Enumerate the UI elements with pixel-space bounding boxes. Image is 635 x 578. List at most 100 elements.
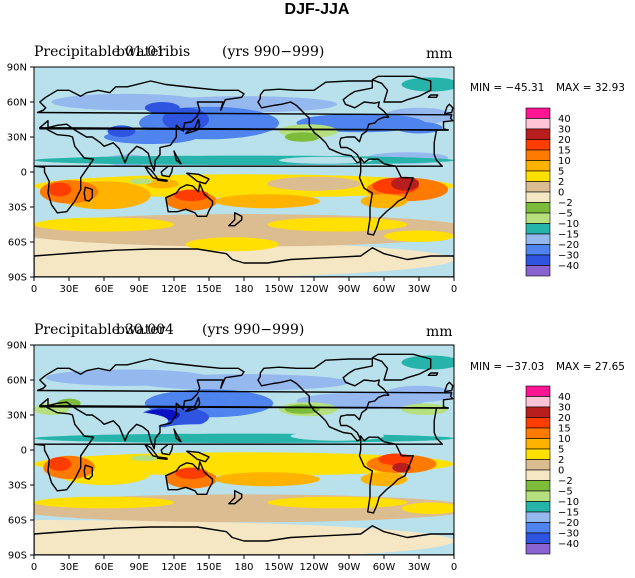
contour-region-17 — [162, 424, 233, 434]
colorbar-label: 10 — [558, 434, 571, 445]
x-tick-label: 60E — [94, 562, 113, 573]
panel-1-xaxis: 0 30E 60E 90E 120E 150E 180 150W 120W 90W 60W 30W 0 — [31, 277, 457, 295]
colorbar-box — [525, 265, 551, 277]
colorbar-box — [525, 501, 551, 513]
y-tick-label: 0 — [21, 446, 27, 457]
colorbar-box — [525, 202, 551, 214]
colorbar-label: −2 — [558, 198, 573, 209]
colorbar-box — [525, 543, 551, 555]
coastline-0 — [34, 406, 449, 492]
contour-region-2 — [45, 369, 209, 386]
panel-2: Precipitable water b30.004 (yrs 990−999)… — [7, 322, 625, 573]
contour-region-14 — [107, 125, 136, 137]
x-tick-label: 30W — [408, 562, 431, 573]
x-tick-label: 0 — [451, 562, 457, 573]
colorbar-label: 0 — [558, 188, 564, 199]
colorbar-label: −20 — [558, 240, 579, 251]
colorbar-label: −5 — [558, 209, 573, 220]
panel-2-coastlines — [34, 353, 454, 555]
panel-2-units: mm — [426, 324, 453, 340]
panel-2-yaxis: 90N 60N 30N 0 30S 60S 90S — [7, 341, 34, 562]
coastline-2 — [165, 182, 214, 218]
colorbar-label: 2 — [558, 177, 564, 188]
colorbar-label: −10 — [558, 497, 579, 508]
y-tick-label: 90N — [7, 63, 27, 74]
colorbar-label: 5 — [558, 445, 564, 456]
colorbar-label: −20 — [558, 518, 579, 529]
colorbar-label: 30 — [558, 125, 571, 136]
x-tick-label: 150E — [196, 284, 221, 295]
coastline-9 — [156, 456, 168, 461]
panel-1: Precipitable water b01.01ibis (yrs 990−9… — [7, 44, 625, 295]
coastline-15 — [228, 212, 243, 227]
coastline-15 — [228, 490, 243, 505]
colorbar-label: −2 — [558, 476, 573, 487]
x-tick-label: 150W — [265, 284, 294, 295]
y-tick-label: 30N — [7, 133, 27, 144]
colorbar-box — [525, 532, 551, 544]
colorbar-box — [525, 118, 551, 130]
x-tick-label: 180 — [234, 284, 253, 295]
x-tick-label: 120W — [300, 562, 329, 573]
coastline-3 — [358, 157, 414, 236]
colorbar-box — [525, 522, 551, 534]
colorbar-box — [525, 160, 551, 172]
contour-region-34 — [401, 502, 454, 515]
coastline-16 — [173, 428, 182, 443]
contour-region-15 — [34, 433, 454, 443]
colorbar-label: 30 — [558, 403, 571, 414]
x-tick-label: 150E — [196, 562, 221, 573]
x-tick-label: 120E — [161, 284, 186, 295]
colorbar-box — [525, 212, 551, 224]
contour-region-32 — [34, 496, 174, 509]
x-tick-label: 90W — [338, 284, 361, 295]
colorbar-box — [525, 139, 551, 151]
panel-1-period: (yrs 990−999) — [222, 44, 324, 60]
x-tick-label: 60W — [373, 284, 396, 295]
contour-region-26 — [175, 467, 208, 480]
contour-region-24 — [392, 462, 411, 473]
colorbar-box — [525, 385, 551, 397]
colorbar-box — [525, 233, 551, 245]
colorbar-label: −5 — [558, 487, 573, 498]
panel-2-title: Precipitable water — [34, 322, 166, 338]
coastline-6 — [34, 525, 454, 555]
coastline-2 — [165, 460, 214, 496]
coastline-0 — [34, 128, 449, 214]
colorbar-box — [525, 181, 551, 193]
contour-region-31 — [267, 176, 361, 191]
colorbar-label: 20 — [558, 413, 571, 424]
colorbar-box — [525, 406, 551, 418]
colorbar-label: 5 — [558, 167, 564, 178]
contour-region-39 — [384, 230, 454, 242]
colorbar-box — [525, 438, 551, 450]
y-tick-label: 30S — [8, 481, 27, 492]
x-tick-label: 90W — [338, 562, 361, 573]
contour-region-8 — [401, 77, 454, 92]
x-tick-label: 180 — [234, 562, 253, 573]
contour-region-21 — [48, 457, 72, 471]
coastline-6 — [34, 247, 454, 277]
colorbar-box — [525, 469, 551, 481]
y-tick-label: 90N — [7, 341, 27, 352]
coastline-11 — [186, 450, 210, 463]
colorbar-box — [525, 427, 551, 439]
contour-region-6 — [144, 102, 180, 114]
panel-2-field — [34, 345, 454, 555]
colorbar-box — [525, 480, 551, 492]
colorbar-label: −15 — [558, 508, 579, 519]
contour-region-38 — [267, 217, 408, 232]
colorbar-box — [525, 223, 551, 235]
contour-region-28 — [360, 472, 408, 487]
colorbar-label: −30 — [558, 251, 579, 262]
coastline-3 — [358, 435, 414, 514]
colorbar-box — [525, 448, 551, 460]
panel-2-xaxis: 0 30E 60E 90E 120E 150E 180 150W 120W 90W 60W 30W 0 — [31, 555, 457, 573]
panel-1-max: MAX = 32.93 — [556, 82, 625, 94]
x-tick-label: 60W — [373, 562, 396, 573]
contour-region-40 — [185, 237, 279, 252]
contour-region-9 — [395, 121, 443, 134]
y-tick-label: 30N — [7, 411, 27, 422]
x-tick-label: 30E — [59, 562, 78, 573]
